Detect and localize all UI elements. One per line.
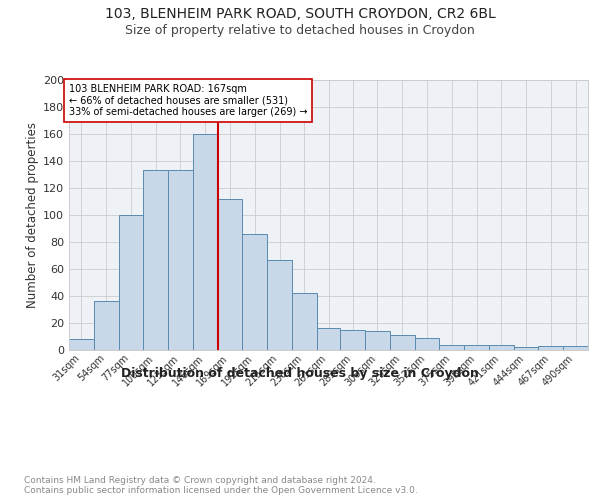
Y-axis label: Number of detached properties: Number of detached properties [26, 122, 39, 308]
Bar [464, 344, 489, 350]
Text: 103 BLENHEIM PARK ROAD: 167sqm
← 66% of detached houses are smaller (531)
33% of: 103 BLENHEIM PARK ROAD: 167sqm ← 66% of … [69, 84, 308, 117]
Bar [489, 344, 514, 350]
Bar [340, 330, 365, 350]
Bar [439, 344, 464, 350]
Text: Distribution of detached houses by size in Croydon: Distribution of detached houses by size … [121, 368, 479, 380]
Bar [143, 170, 168, 350]
Bar [119, 215, 143, 350]
Text: 103, BLENHEIM PARK ROAD, SOUTH CROYDON, CR2 6BL: 103, BLENHEIM PARK ROAD, SOUTH CROYDON, … [104, 8, 496, 22]
Bar [415, 338, 439, 350]
Bar [365, 331, 390, 350]
Bar [292, 294, 317, 350]
Bar [242, 234, 267, 350]
Text: Size of property relative to detached houses in Croydon: Size of property relative to detached ho… [125, 24, 475, 37]
Bar [514, 348, 538, 350]
Bar [94, 302, 119, 350]
Text: Contains HM Land Registry data © Crown copyright and database right 2024.
Contai: Contains HM Land Registry data © Crown c… [24, 476, 418, 495]
Bar [390, 335, 415, 350]
Bar [69, 339, 94, 350]
Bar [563, 346, 588, 350]
Bar [267, 260, 292, 350]
Bar [168, 170, 193, 350]
Bar [317, 328, 340, 350]
Bar [218, 199, 242, 350]
Bar [193, 134, 218, 350]
Bar [538, 346, 563, 350]
